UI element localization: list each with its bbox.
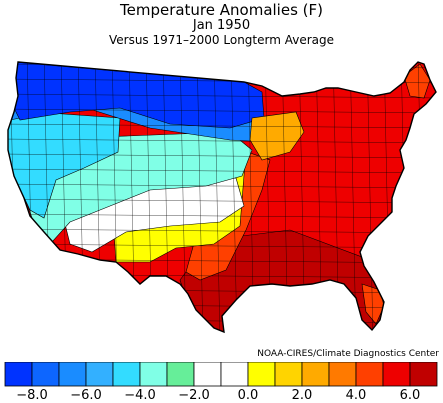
legend-swatch [382,362,411,387]
legend-swatch [139,362,168,387]
legend-swatch [112,362,141,387]
data-credit: NOAA-CIRES/Climate Diagnostics Center [257,349,439,359]
us-anomaly-map [0,61,443,338]
division-line [8,198,436,204]
legend-swatch [274,362,303,387]
legend-swatch [355,362,384,387]
division-line [8,183,436,189]
division-line [0,334,443,338]
division-line [8,228,436,234]
map-baseline: Versus 1971–2000 Longterm Average [108,33,335,47]
division-line [8,213,436,219]
division-line [213,62,221,332]
legend-swatch [58,362,87,387]
legend-swatch [193,362,222,387]
map-title: Temperature Anomalies (F) [119,1,323,19]
division-line [8,168,436,174]
anomaly-region-maine [403,63,431,99]
map-period: Jan 1950 [192,18,251,33]
division-line [230,62,238,332]
legend-swatch [247,362,276,387]
division-line [8,138,436,144]
legend-swatch [166,362,195,387]
division-line [434,62,436,332]
anomaly-regions [8,62,436,332]
legend-tick-label: 6.0 [400,388,421,402]
division-line [9,62,17,332]
legend-tick-label: −2.0 [178,388,210,402]
legend-swatch [220,362,249,387]
legend-swatch [4,362,33,387]
legend-tick-labels: −8.0−6.0−4.0−2.00.02.04.06.08.0 [16,388,421,402]
division-line [366,62,374,332]
legend-tick-label: 4.0 [346,388,367,402]
division-line [8,153,436,159]
legend-tick-label: −6.0 [70,388,102,402]
legend-swatch [85,362,114,387]
legend-swatch [328,362,357,387]
map-title-block: Temperature Anomalies (F) Jan 1950 Versu… [0,0,443,48]
legend-swatch [31,362,60,387]
legend-tick-label: 0.0 [238,388,259,402]
division-line [349,62,357,332]
legend-swatch [301,362,330,387]
legend-swatch [409,362,438,387]
division-line [8,108,436,114]
division-line [8,123,436,129]
legend-tick-label: 2.0 [292,388,313,402]
division-line [8,93,436,99]
legend-tick-label: −4.0 [124,388,156,402]
legend-swatches [4,362,438,387]
color-scale-legend: −8.0−6.0−4.0−2.00.02.04.06.08.0 [4,362,438,402]
division-line [196,62,204,332]
legend-tick-label: −8.0 [16,388,48,402]
